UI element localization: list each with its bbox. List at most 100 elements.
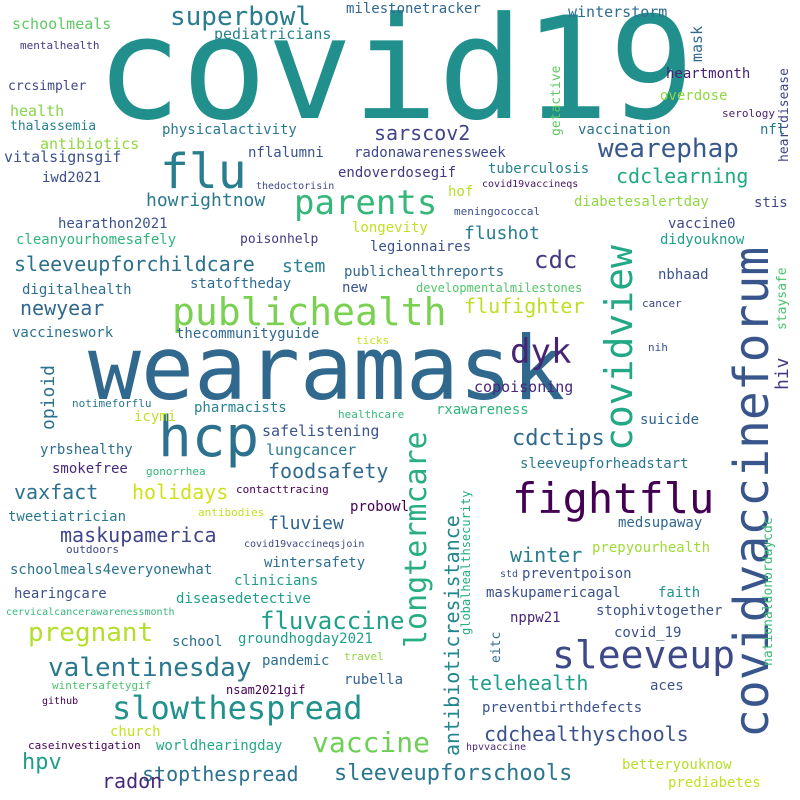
word-betteryouknow: betteryouknow — [622, 757, 732, 773]
word-pregnant: pregnant — [28, 618, 154, 648]
word-physicalactivity: physicalactivity — [162, 122, 297, 138]
word-schoolmeals: schoolmeals — [12, 15, 112, 33]
word-fluvaccine: fluvaccine — [260, 607, 405, 635]
word-longevity: longevity — [352, 220, 428, 236]
word-meningococcal: meningococcal — [454, 205, 541, 218]
word-wintersafetygif: wintersafetygif — [52, 679, 152, 692]
word-caseinvestigation: caseinvestigation — [28, 739, 141, 752]
word-digitalhealth: digitalhealth — [22, 282, 132, 298]
word-didyouknow: didyouknow — [660, 232, 745, 248]
word-school: school — [172, 634, 223, 650]
word-dyk: dyk — [510, 332, 572, 372]
word-milestonetracker: milestonetracker — [346, 1, 481, 17]
word-crcsimpler: crcsimpler — [8, 79, 87, 94]
word-safelistening: safelistening — [262, 422, 380, 440]
word-cancer: cancer — [642, 297, 682, 310]
word-sleeveupforschools: sleeveupforschools — [334, 761, 573, 786]
word-sarscov2: sarscov2 — [374, 121, 471, 145]
word-rubella: rubella — [344, 672, 404, 688]
word-parents: parents — [294, 183, 438, 223]
word-vaccine: vaccine — [312, 726, 431, 759]
word-icymi: icymi — [134, 409, 177, 425]
word-globalhealthsecurity: globalhealthsecurity — [459, 490, 473, 636]
word-thalassemia: thalassemia — [10, 119, 97, 134]
word-groundhogday2021: groundhogday2021 — [238, 631, 373, 647]
word-overdose: overdose — [660, 88, 728, 104]
word-fluview: fluview — [268, 513, 344, 534]
word-howrightnow: howrightnow — [146, 190, 266, 211]
word-getactive: getactive — [549, 65, 564, 136]
word-heartmonth: heartmonth — [666, 66, 751, 82]
word-hearathon2021: hearathon2021 — [58, 216, 168, 232]
word-newyear: newyear — [20, 296, 105, 320]
word-heartdisease: heartdisease — [777, 68, 792, 162]
word-stis: stis — [754, 195, 788, 211]
word-new: new — [342, 280, 368, 296]
word-cervicalcancerawarenessmonth: cervicalcancerawarenessmonth — [6, 607, 175, 618]
word-diabetesalertday: diabetesalertday — [574, 194, 709, 210]
word-hearingcare: hearingcare — [14, 586, 107, 602]
word-nih: nih — [648, 341, 668, 354]
word-probowl: probowl — [350, 499, 410, 515]
word-staysafe: staysafe — [775, 267, 790, 330]
word-thedoctorisin: thedoctorisin — [256, 181, 335, 192]
word-poisonhelp: poisonhelp — [240, 232, 319, 247]
word-holidays: holidays — [132, 480, 229, 504]
word-tweetiatrician: tweetiatrician — [8, 509, 127, 525]
word-vaxfact: vaxfact — [14, 480, 99, 504]
word-opioid: opioid — [38, 364, 59, 430]
word-suicide: suicide — [640, 412, 700, 428]
word-flushot: flushot — [464, 223, 540, 244]
word-diseasedetective: diseasedetective — [176, 591, 311, 607]
word-publichealth: publichealth — [172, 290, 447, 334]
word-hiv: hiv — [772, 357, 793, 390]
word-wintersafety: wintersafety — [264, 555, 366, 571]
word-covid19vaccineqs: covid19vaccineqs — [482, 179, 579, 190]
word-clinicians: clinicians — [234, 573, 319, 589]
word-wearamask: wearamask — [88, 317, 565, 420]
word-pharmacists: pharmacists — [194, 400, 287, 416]
word-flu: flu — [160, 144, 247, 200]
word-winter: winter — [510, 543, 583, 567]
word-sleeveupforheadstart: sleeveupforheadstart — [520, 456, 689, 472]
word-vitalsignsgif: vitalsignsgif — [4, 148, 122, 166]
word-travel: travel — [344, 650, 384, 663]
word-mentalhealth: mentalhealth — [20, 39, 100, 52]
word-statoftheday: statoftheday — [190, 276, 292, 292]
word-tuberculosis: tuberculosis — [488, 161, 590, 177]
word-superbowl: superbowl — [170, 2, 311, 32]
word-schoolmeals4everyonewhat: schoolmeals4everyonewhat — [10, 562, 213, 578]
word-pediatricians: pediatricians — [214, 25, 332, 43]
word-worldhearingday: worldhearingday — [156, 738, 283, 754]
word-gonorrhea: gonorrhea — [146, 465, 206, 478]
word-cdclearning: cdclearning — [616, 164, 749, 188]
word-publichealthreports: publichealthreports — [344, 264, 505, 280]
word-lungcancer: lungcancer — [266, 441, 357, 459]
word-maskupamerica: maskupamerica — [60, 523, 217, 547]
word-rxawareness: rxawareness — [436, 402, 529, 418]
word-contacttracing: contacttracing — [236, 483, 329, 496]
word-mask: mask — [688, 25, 706, 62]
word-outdoors: outdoors — [66, 543, 119, 556]
word-church: church — [110, 724, 161, 740]
word-std: std — [500, 569, 519, 580]
word-nppw21: nppw21 — [510, 610, 561, 626]
word-preventbirthdefects: preventbirthdefects — [482, 700, 643, 716]
word-sleeveupforchildcare: sleeveupforchildcare — [14, 252, 255, 276]
word-vaccination: vaccination — [578, 122, 671, 138]
word-valentinesday: valentinesday — [48, 653, 252, 683]
word-stem: stem — [282, 256, 326, 277]
word-hpv: hpv — [22, 750, 62, 775]
word-legionnaires: legionnaires — [370, 239, 472, 255]
word-radon: radon — [102, 769, 163, 793]
word-developmentalmilestones: developmentalmilestones — [416, 281, 583, 295]
word-hpvvaccine: hpvvaccine — [466, 742, 527, 753]
word-nationaldonordaycdc: nationaldonordaycdc — [761, 517, 776, 666]
word-slowthespread: slowthespread — [112, 689, 363, 727]
word-faith: faith — [658, 585, 701, 601]
word-iwd2021: iwd2021 — [42, 170, 102, 186]
word-stopthespread: stopthespread — [142, 762, 299, 786]
word-hcp: hcp — [158, 405, 260, 470]
word-antibodies: antibodies — [198, 506, 265, 519]
word-maskupamericagal: maskupamericagal — [486, 585, 621, 601]
